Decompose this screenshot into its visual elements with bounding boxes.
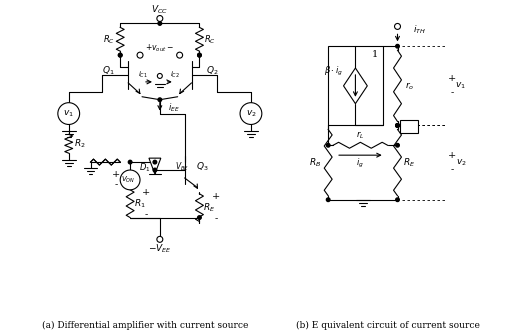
Text: 1: 1 xyxy=(372,50,378,59)
Text: $V_{ON}$: $V_{ON}$ xyxy=(121,175,135,185)
Text: $D_1$: $D_1$ xyxy=(139,162,151,174)
Bar xyxy=(400,120,418,133)
Text: $i_{C1}$: $i_{C1}$ xyxy=(138,70,148,80)
Text: $+v_{out}-$: $+v_{out}-$ xyxy=(145,43,174,54)
Text: $-V_{EE}$: $-V_{EE}$ xyxy=(148,242,172,255)
Circle shape xyxy=(119,53,122,57)
Text: $v_1$: $v_1$ xyxy=(456,81,466,91)
Text: +: + xyxy=(448,151,456,160)
Circle shape xyxy=(396,124,399,127)
Circle shape xyxy=(157,15,163,21)
Text: $R_2$: $R_2$ xyxy=(74,138,85,150)
Circle shape xyxy=(326,198,330,202)
Text: $R_E$: $R_E$ xyxy=(403,156,416,169)
Text: $v_2$: $v_2$ xyxy=(245,108,257,119)
Text: $i_{C2}$: $i_{C2}$ xyxy=(170,70,180,80)
Circle shape xyxy=(158,73,162,78)
Text: +: + xyxy=(112,171,120,180)
Text: (b) E quivalent circuit of current source: (b) E quivalent circuit of current sourc… xyxy=(295,321,480,330)
Polygon shape xyxy=(149,158,161,174)
Text: $R_C$: $R_C$ xyxy=(205,33,216,46)
Text: -: - xyxy=(450,88,453,97)
Circle shape xyxy=(197,216,201,219)
Text: $V_{BE}$: $V_{BE}$ xyxy=(175,161,190,173)
Text: $i_g$: $i_g$ xyxy=(357,156,364,170)
Circle shape xyxy=(158,98,162,102)
Text: $r_o$: $r_o$ xyxy=(405,80,414,91)
Text: (a) Differential amplifier with current source: (a) Differential amplifier with current … xyxy=(42,321,248,330)
Text: +: + xyxy=(212,192,220,201)
Text: $R_C$: $R_C$ xyxy=(104,33,115,46)
Circle shape xyxy=(326,143,330,147)
Text: $\beta \cdot i_g$: $\beta \cdot i_g$ xyxy=(324,64,343,77)
Text: $v_2$: $v_2$ xyxy=(456,157,466,168)
Text: +: + xyxy=(448,74,456,83)
Circle shape xyxy=(58,103,80,125)
Circle shape xyxy=(240,103,262,125)
Text: $Q_3$: $Q_3$ xyxy=(196,161,209,173)
Circle shape xyxy=(120,170,140,190)
Text: $Q_2$: $Q_2$ xyxy=(206,65,219,77)
Text: $R_B$: $R_B$ xyxy=(309,156,321,169)
Text: $r_L$: $r_L$ xyxy=(356,130,365,141)
Circle shape xyxy=(197,53,201,57)
Circle shape xyxy=(157,237,163,242)
Circle shape xyxy=(396,198,399,202)
Circle shape xyxy=(197,53,201,57)
Text: $i_{TH}$: $i_{TH}$ xyxy=(413,23,426,36)
Circle shape xyxy=(153,168,157,172)
Text: +: + xyxy=(142,188,150,197)
Circle shape xyxy=(177,52,183,58)
Circle shape xyxy=(153,160,157,164)
Text: $i_{EE}$: $i_{EE}$ xyxy=(168,102,180,114)
Text: $R_1$: $R_1$ xyxy=(134,197,146,210)
Circle shape xyxy=(396,143,399,147)
Text: -: - xyxy=(450,165,453,174)
Circle shape xyxy=(396,45,399,48)
Circle shape xyxy=(396,124,399,127)
Text: $R_E$: $R_E$ xyxy=(203,201,216,214)
Text: -: - xyxy=(215,214,218,223)
Circle shape xyxy=(158,22,162,25)
Circle shape xyxy=(396,124,399,127)
Text: $V_{CC}$: $V_{CC}$ xyxy=(152,3,168,16)
Circle shape xyxy=(137,52,143,58)
Text: -: - xyxy=(144,210,147,219)
Text: -: - xyxy=(115,180,118,189)
Circle shape xyxy=(128,160,132,164)
Text: 2: 2 xyxy=(407,123,412,130)
Circle shape xyxy=(394,23,400,29)
Circle shape xyxy=(119,53,122,57)
Text: $v_1$: $v_1$ xyxy=(63,108,74,119)
Text: $Q_1$: $Q_1$ xyxy=(102,65,115,77)
Bar xyxy=(328,46,383,126)
